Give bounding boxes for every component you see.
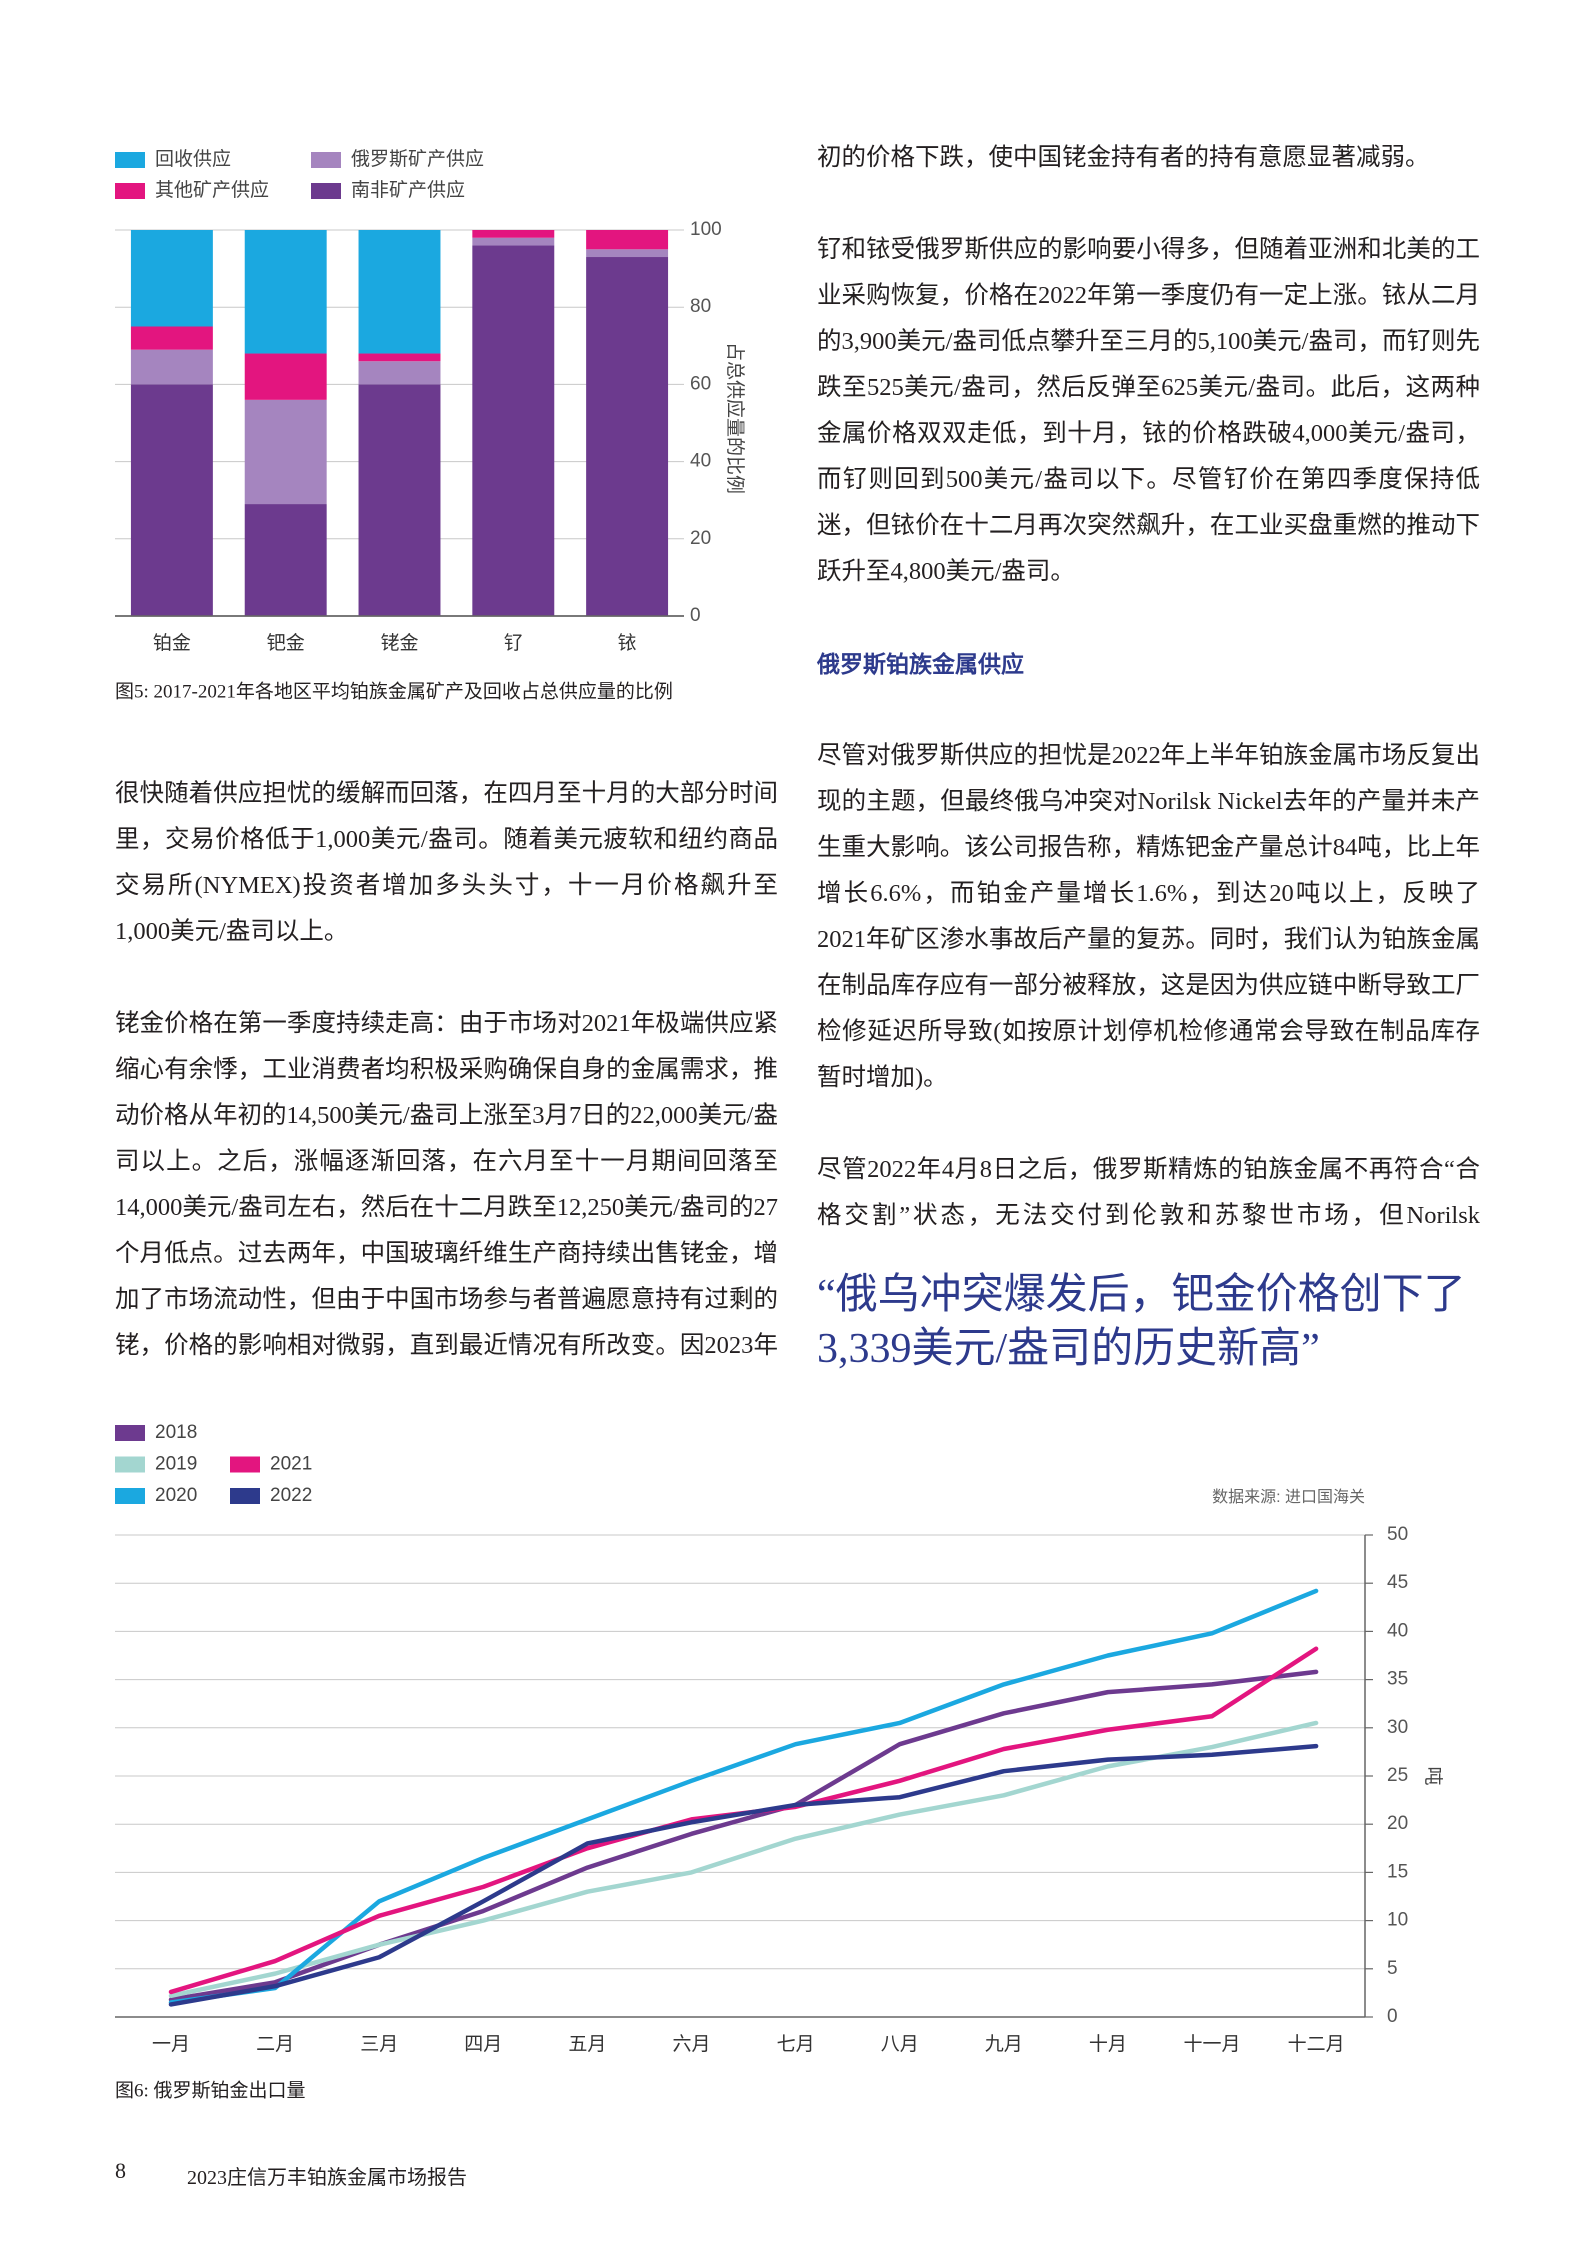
y-tick-label: 45 <box>1387 1572 1408 1593</box>
legend-label: 南非矿产供应 <box>351 179 465 201</box>
bar-segment <box>472 237 555 246</box>
paragraph: 钌和铱受俄罗斯供应的影响要小得多，但随着亚洲和北美的工业采购恢复，价格在2022… <box>817 236 1480 585</box>
legend-label: 2022 <box>270 1485 312 1506</box>
legend-label: 2021 <box>270 1454 312 1475</box>
paragraph: 尽管2022年4月8日之后，俄罗斯精炼的铂族金属不再符合“合格交割”状态，无法交… <box>817 1156 1480 1229</box>
bar-segment <box>472 245 555 616</box>
y-tick-label: 10 <box>1387 1910 1408 1931</box>
bar-segment <box>358 361 441 385</box>
y-tick-label: 80 <box>690 296 711 317</box>
chart-source: 数据来源: 进口国海关 <box>1212 1488 1365 1506</box>
x-tick-label: 钌 <box>504 632 523 654</box>
bar-segment <box>130 326 213 350</box>
series-line <box>168 1743 1319 2007</box>
x-tick-label: 四月 <box>464 2034 502 2055</box>
legend-label: 2018 <box>155 1422 197 1443</box>
legend-swatch <box>115 1456 145 1473</box>
bar-segment <box>358 230 441 354</box>
bar-segment <box>244 399 327 505</box>
legend-label: 俄罗斯矿产供应 <box>351 148 484 170</box>
x-tick-label: 三月 <box>360 2034 398 2055</box>
left-column: 很快随着供应担忧的缓解而回落，在四月至十月的大部分时间里，交易价格低于1,000… <box>115 771 778 1415</box>
legend-swatch <box>311 183 341 199</box>
legend-label: 其他矿产供应 <box>155 179 269 201</box>
bar-segment <box>244 230 327 354</box>
bar-segment <box>586 230 669 250</box>
series-line <box>168 1669 1319 2002</box>
y-tick-label: 0 <box>690 605 701 626</box>
bar-segment <box>244 353 327 400</box>
page-number: 8 <box>115 2158 126 2183</box>
y-tick-label: 15 <box>1387 1861 1408 1882</box>
bar-segment <box>358 353 441 362</box>
x-tick-label: 九月 <box>985 2033 1023 2055</box>
legend-swatch <box>311 152 341 168</box>
y-tick-label: 100 <box>690 219 722 240</box>
x-tick-label: 八月 <box>881 2034 919 2055</box>
y-tick-label: 30 <box>1387 1717 1408 1738</box>
report-title: 2023庄信万丰铂族金属市场报告 <box>187 2167 467 2189</box>
y-tick-label: 40 <box>1387 1620 1408 1641</box>
y-tick-label: 20 <box>1387 1813 1408 1834</box>
bar-segment <box>130 230 213 327</box>
x-tick-label: 铂金 <box>153 632 191 654</box>
paragraph: 尽管对俄罗斯供应的担忧是2022年上半年铂族金属市场反复出现的主题，但最终俄乌冲… <box>817 742 1480 1091</box>
y-tick-label: 5 <box>1387 1958 1398 1979</box>
legend-swatch <box>115 1488 145 1504</box>
legend-swatch <box>230 1488 260 1504</box>
bar-segment <box>586 257 669 616</box>
legend-label: 2019 <box>155 1454 197 1475</box>
series-line <box>168 1720 1319 1999</box>
paragraph: 铑金价格在第一季度持续走高：由于市场对2021年极端供应紧缩心有余悸，工业消费者… <box>115 1010 778 1359</box>
legend-swatch <box>115 183 145 199</box>
x-tick-label: 一月 <box>152 2034 190 2055</box>
bar-segment <box>472 230 555 238</box>
y-tick-label: 25 <box>1387 1765 1408 1786</box>
legend-label: 回收供应 <box>155 148 231 170</box>
chart-caption: 图5: 2017-2021年各地区平均铂族金属矿产及回收占总供应量的比例 <box>115 680 673 702</box>
bar-segment <box>358 384 441 616</box>
x-tick-label: 铑金 <box>380 632 418 654</box>
bar-segment <box>586 249 669 258</box>
x-tick-label: 六月 <box>672 2033 710 2055</box>
y-tick-label: 35 <box>1387 1669 1408 1690</box>
x-tick-label: 十二月 <box>1288 2033 1345 2055</box>
bar-segment <box>130 384 213 616</box>
bar-segment <box>130 349 213 385</box>
x-tick-label: 五月 <box>568 2034 606 2055</box>
legend-swatch <box>230 1456 260 1473</box>
paragraph: 初的价格下跌，使中国铑金持有者的持有意愿显著减弱。 <box>817 144 1430 171</box>
x-tick-label: 十一月 <box>1183 2033 1240 2055</box>
x-tick-label: 二月 <box>256 2034 294 2055</box>
y-tick-label: 0 <box>1387 2006 1398 2027</box>
legend-swatch <box>115 1425 145 1441</box>
right-column: 初的价格下跌，使中国铑金持有者的持有意愿显著减弱。 钌和铱受俄罗斯供应的影响要小… <box>817 135 1480 1285</box>
y-axis-label: 占总供应量的比例 <box>724 342 746 494</box>
y-tick-label: 20 <box>690 528 711 549</box>
legend-label: 2020 <box>155 1485 197 1506</box>
pull-quote: “俄乌冲突爆发后，钯金价格创下了3,339美元/盎司的历史新高” <box>817 1272 1466 1372</box>
series-line <box>168 1588 1319 2005</box>
chart-caption: 图6: 俄罗斯铂金出口量 <box>115 2079 306 2101</box>
y-tick-label: 50 <box>1387 1524 1408 1545</box>
paragraph: 很快随着供应担忧的缓解而回落，在四月至十月的大部分时间里，交易价格低于1,000… <box>115 780 778 945</box>
x-tick-label: 铱 <box>618 632 637 654</box>
x-tick-label: 七月 <box>777 2033 815 2055</box>
legend-swatch <box>115 152 145 168</box>
y-axis-label: 吨 <box>1422 1766 1444 1785</box>
section-heading: 俄罗斯铂族金属供应 <box>817 651 1024 677</box>
y-tick-label: 40 <box>690 451 711 472</box>
bar-segment <box>244 504 327 616</box>
y-tick-label: 60 <box>690 373 711 394</box>
x-tick-label: 钯金 <box>267 632 305 654</box>
x-tick-label: 十月 <box>1089 2033 1127 2055</box>
